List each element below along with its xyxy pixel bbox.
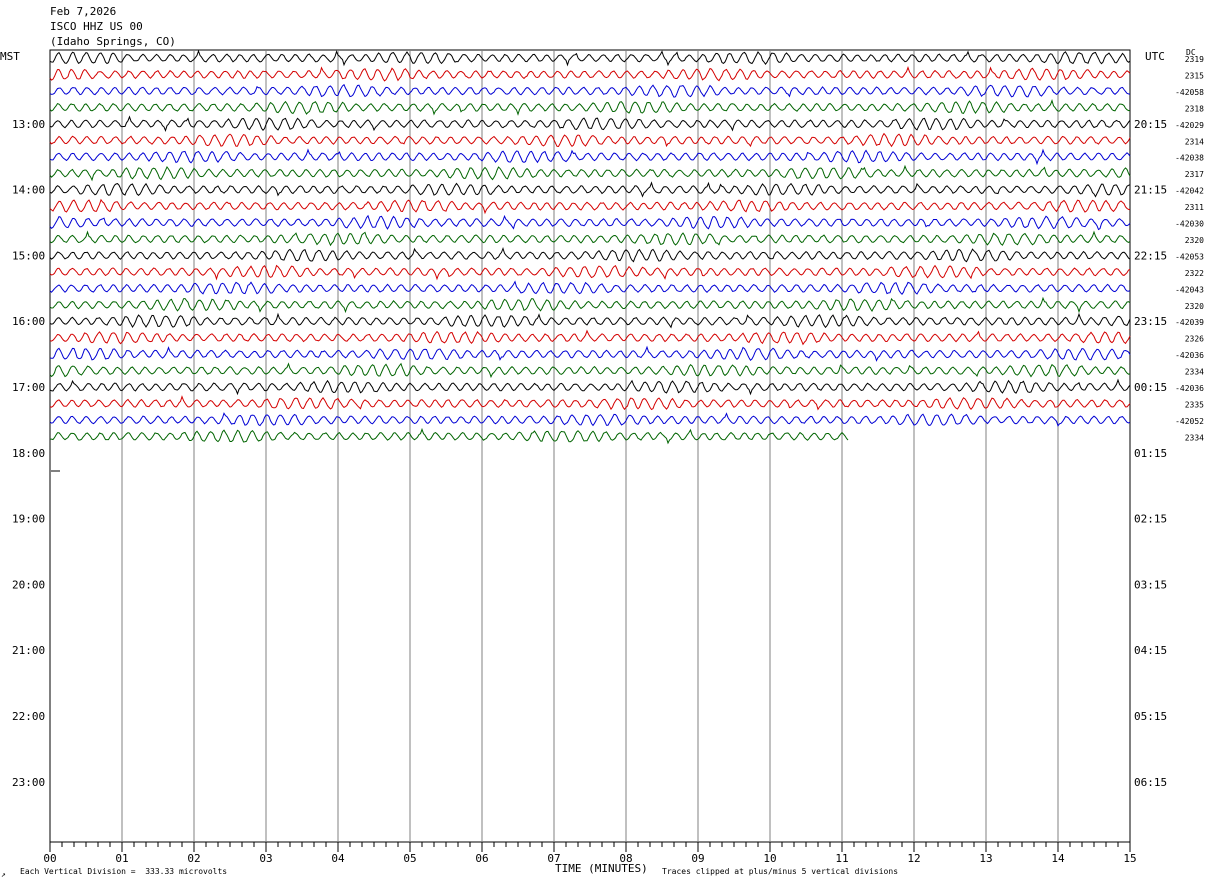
seismic-trace [49,395,1131,411]
utc-hour-label: 22:15 [1134,249,1167,262]
dc-offset-label: -42042 [1175,187,1204,196]
corner-arrow-icon: ↗ [1,870,6,879]
seismic-trace [50,427,849,445]
dc-offset-label: 2319 [1185,55,1204,64]
dc-offset-label: -42039 [1175,318,1204,327]
utc-hour-label: 23:15 [1134,315,1167,328]
dc-offset-label: 2335 [1185,400,1204,409]
dc-offset-label: -42030 [1175,220,1204,229]
dc-offset-label: 2326 [1185,335,1204,344]
dc-offset-label: -42053 [1175,252,1204,261]
seismic-trace [49,378,1131,396]
seismic-trace [49,98,1131,116]
dc-offset-label: 2311 [1185,203,1204,212]
dc-offset-label: -42036 [1175,351,1204,360]
dc-offset-label: 2334 [1185,433,1204,442]
dc-offset-label: -42036 [1175,384,1204,393]
x-tick-label: 15 [1123,852,1136,865]
mst-hour-label: 18:00 [12,447,45,460]
dc-offset-label: 2322 [1185,269,1204,278]
mst-hour-label: 15:00 [12,249,45,262]
dc-offset-label: -42038 [1175,154,1204,163]
dc-offset-label: -42043 [1175,285,1204,294]
utc-hour-label: 00:15 [1134,381,1167,394]
seismic-trace [49,115,1131,132]
dc-offset-label: -42058 [1175,88,1204,97]
utc-zone-label: UTC [1145,50,1165,63]
seismic-trace [49,132,1131,148]
utc-hour-label: 04:15 [1134,644,1167,657]
seismic-trace [49,280,1131,295]
seismic-trace [49,83,1131,98]
utc-hour-label: 06:15 [1134,776,1167,789]
x-tick-label: 11 [835,852,848,865]
utc-hour-label: 05:15 [1134,710,1167,723]
dc-offset-label: -42029 [1175,121,1204,130]
seismic-trace [49,148,1131,166]
x-tick-label: 02 [187,852,200,865]
x-tick-label: 03 [259,852,272,865]
x-tick-label: 09 [691,852,704,865]
x-tick-label: 08 [619,852,632,865]
mst-hour-label: 23:00 [12,776,45,789]
seismic-trace [49,164,1131,182]
seismic-trace [49,181,1131,198]
x-tick-label: 06 [475,852,488,865]
seismic-trace [49,65,1131,82]
x-tick-label: 07 [547,852,560,865]
dc-offset-label: 2314 [1185,137,1204,146]
mst-hour-label: 13:00 [12,118,45,131]
dc-offset-label: 2317 [1185,170,1204,179]
utc-hour-label: 20:15 [1134,118,1167,131]
dc-offset-label: 2320 [1185,236,1204,245]
seismic-trace [49,345,1131,362]
mst-hour-label: 16:00 [12,315,45,328]
dc-column-label: DC [1186,48,1196,57]
utc-hour-label: 21:15 [1134,184,1167,197]
seismic-trace [49,412,1131,427]
plot-frame [49,49,1131,843]
x-tick-label: 12 [907,852,920,865]
mst-hour-label: 22:00 [12,710,45,723]
mst-hour-label: 19:00 [12,513,45,526]
record-date: Feb 7,2026 [50,5,117,18]
mst-hour-label: 14:00 [12,184,45,197]
x-axis-title: TIME (MINUTES) [555,862,648,875]
station-code: ISCO HHZ US 00 [50,20,143,33]
station-location: (Idaho Springs, CO) [50,35,176,48]
utc-hour-label: 02:15 [1134,513,1167,526]
seismic-trace [49,49,1131,67]
x-tick-label: 10 [763,852,776,865]
utc-hour-label: 03:15 [1134,578,1167,591]
dc-offset-label: 2320 [1185,302,1204,311]
seismic-trace [49,296,1131,314]
mst-zone-label: MST [0,50,20,63]
seismic-trace [49,312,1131,329]
x-tick-label: 14 [1051,852,1065,865]
seismic-trace [49,214,1131,231]
seismic-trace [49,246,1131,263]
clip-note: Traces clipped at plus/minus 5 vertical … [662,867,899,876]
dc-offset-label: 2315 [1185,71,1204,80]
seismic-trace [49,198,1131,215]
x-tick-label: 01 [115,852,128,865]
seismic-trace [49,362,1131,379]
mst-hour-label: 17:00 [12,381,45,394]
mst-hour-label: 21:00 [12,644,45,657]
mst-hour-label: 20:00 [12,578,45,591]
seismic-trace [49,329,1131,346]
seismic-trace [49,264,1131,281]
x-tick-label: 04 [331,852,345,865]
dc-offset-label: 2334 [1185,368,1204,377]
scale-note: Each Vertical Division = 333.33 microvol… [20,867,228,876]
seismic-trace [49,230,1131,247]
dc-offset-label: -42052 [1175,417,1204,426]
dc-offset-label: 2318 [1185,104,1204,113]
x-tick-label: 00 [43,852,56,865]
x-tick-label: 13 [979,852,992,865]
utc-hour-label: 01:15 [1134,447,1167,460]
x-tick-label: 05 [403,852,416,865]
